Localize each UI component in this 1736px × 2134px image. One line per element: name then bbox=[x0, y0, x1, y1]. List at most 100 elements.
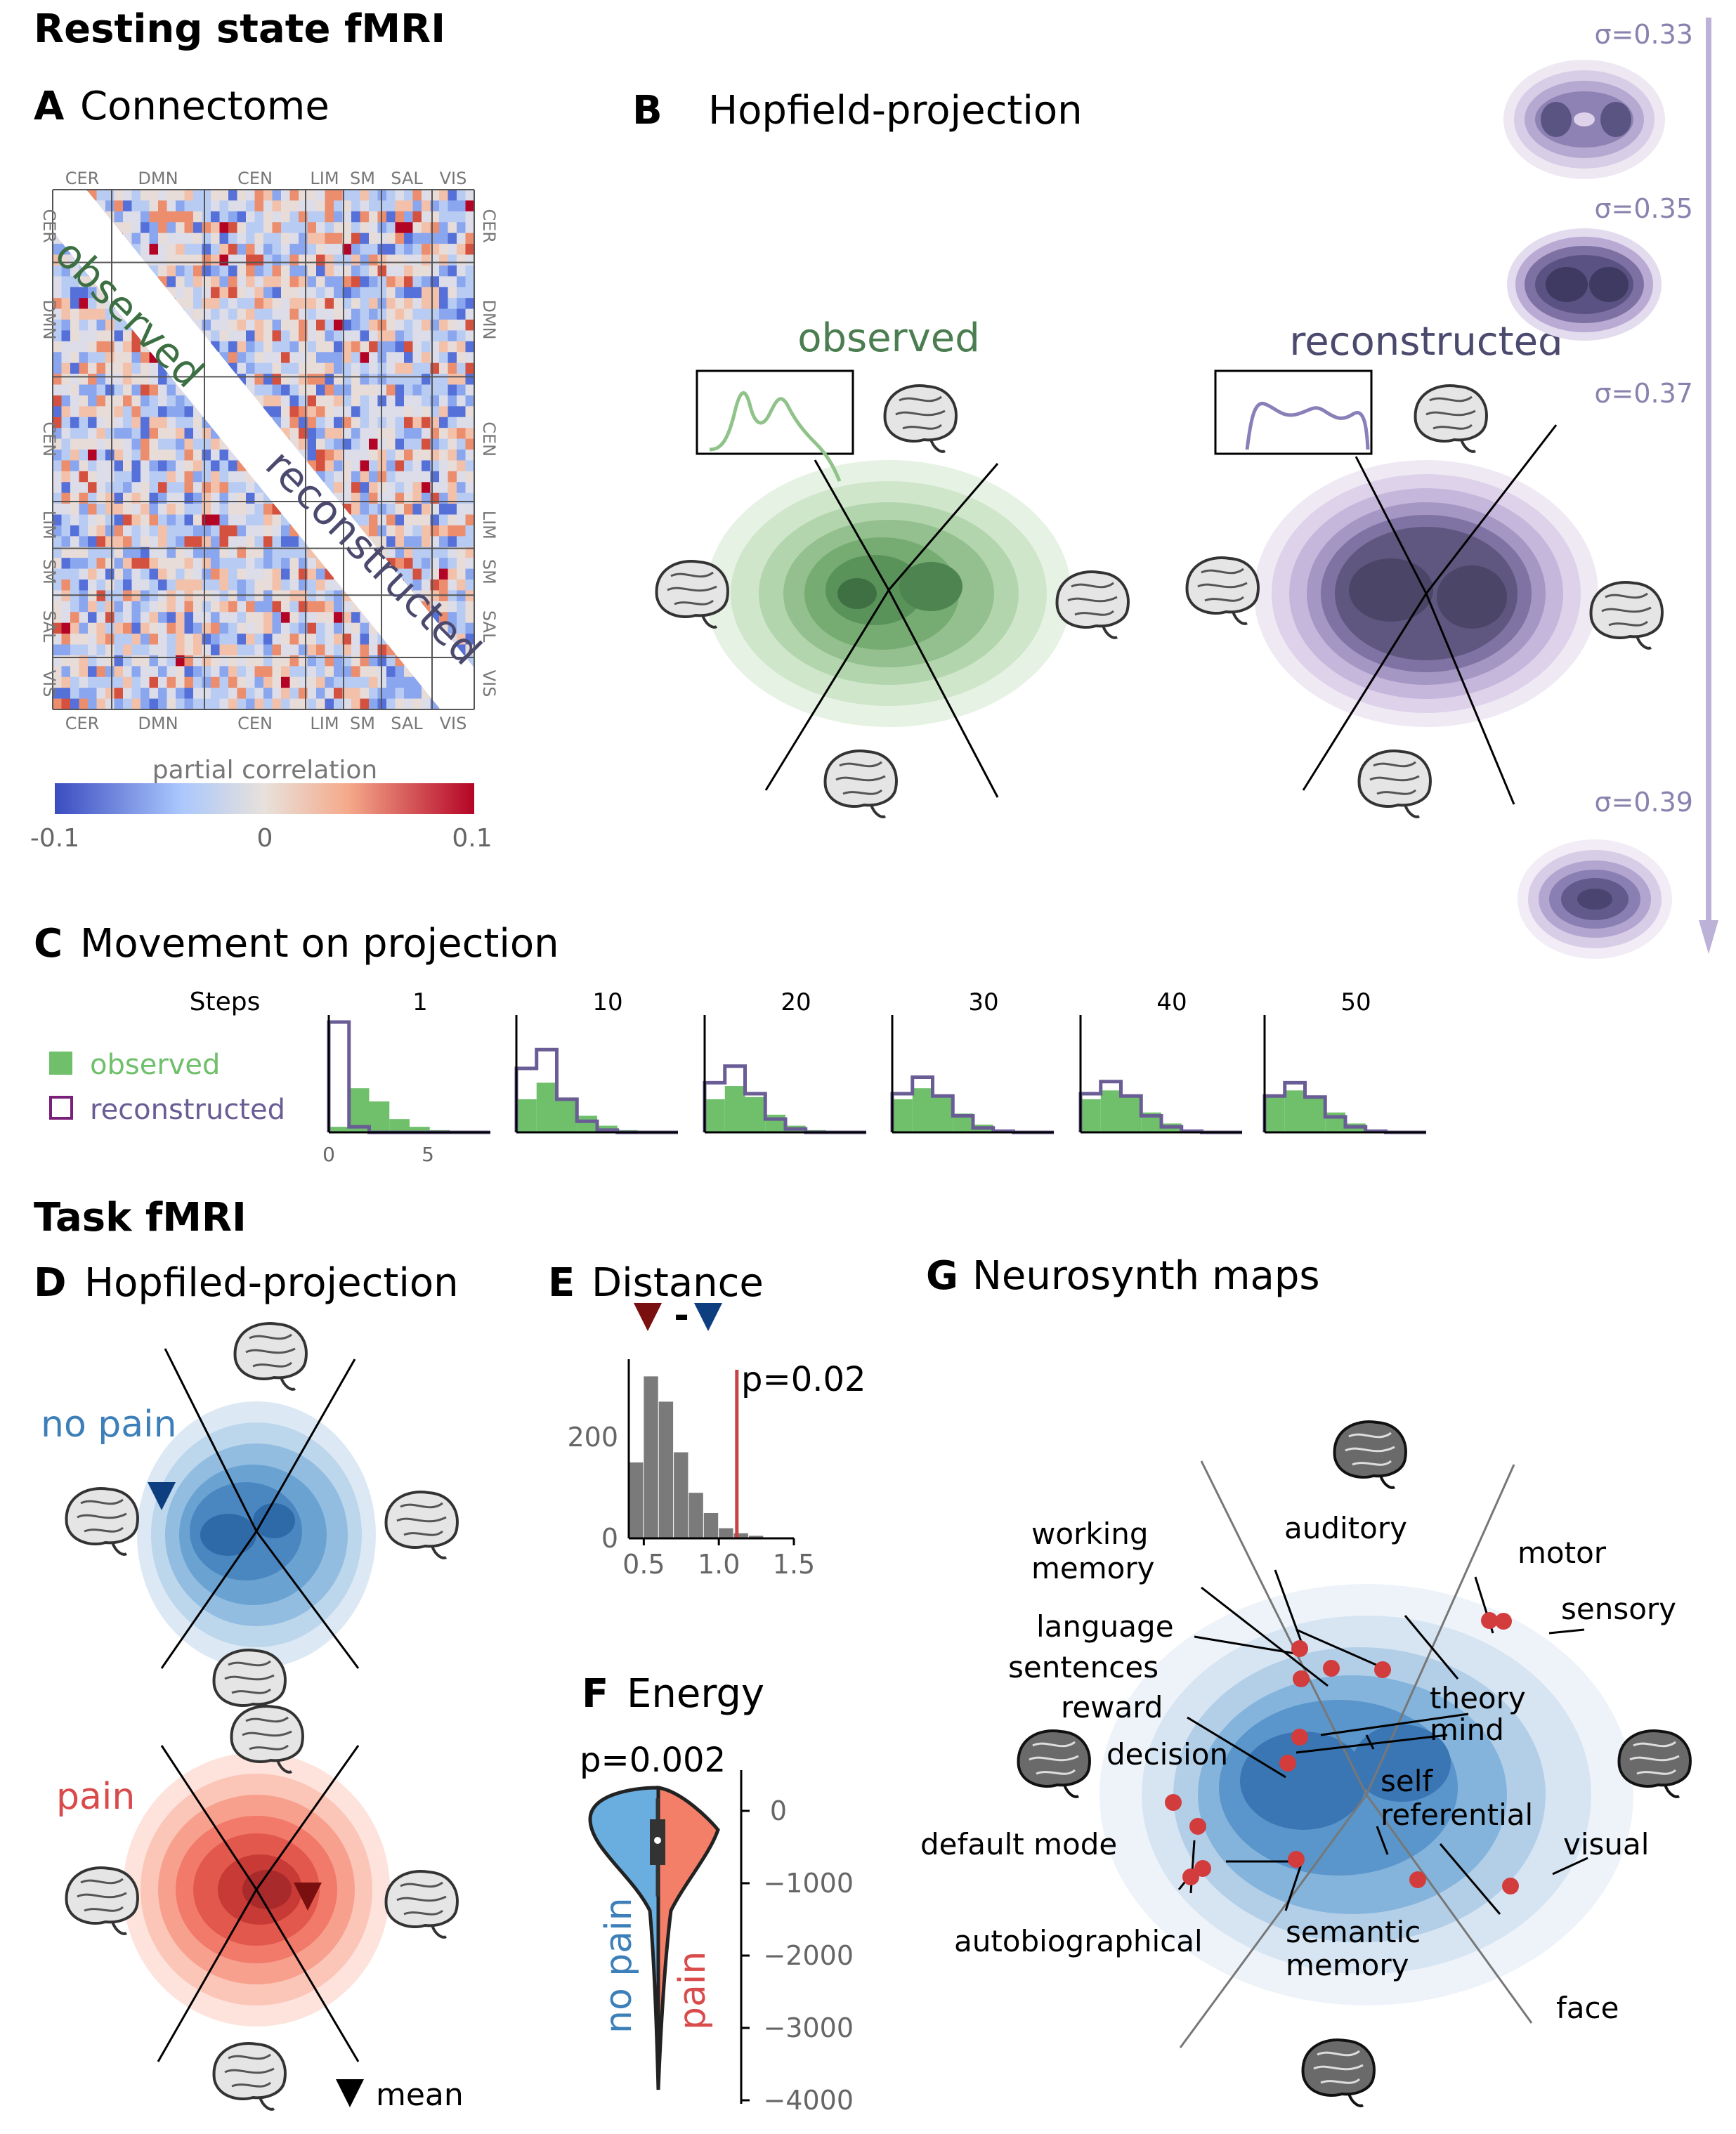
matrix-cell bbox=[193, 612, 202, 623]
matrix-cell bbox=[457, 525, 466, 537]
matrix-cell bbox=[395, 362, 405, 374]
matrix-cell bbox=[289, 590, 299, 602]
matrix-cell bbox=[167, 504, 176, 515]
matrix-cell bbox=[254, 190, 264, 201]
matrix-cell bbox=[228, 580, 237, 591]
matrix-cell bbox=[272, 330, 282, 342]
matrix-cell bbox=[457, 471, 466, 483]
matrix-cell bbox=[131, 698, 141, 710]
reconstructed-brain-icon-top bbox=[1414, 384, 1488, 453]
section-title-task: Task fMRI bbox=[34, 1195, 247, 1241]
matrix-cell bbox=[53, 287, 62, 299]
matrix-cell bbox=[158, 504, 167, 515]
matrix-cell bbox=[334, 320, 343, 331]
matrix-cell bbox=[96, 482, 106, 493]
matrix-cell bbox=[307, 287, 317, 299]
matrix-cell bbox=[53, 590, 62, 602]
matrix-cell bbox=[412, 546, 422, 558]
matrix-cell bbox=[184, 482, 194, 493]
matrix-cell bbox=[184, 244, 194, 255]
matrix-cell bbox=[79, 352, 89, 363]
matrix-cell bbox=[448, 601, 457, 613]
matrix-cell bbox=[53, 298, 62, 309]
matrix-cell bbox=[334, 601, 343, 613]
matrix-cell bbox=[79, 492, 89, 504]
matrix-cell bbox=[325, 450, 334, 461]
matrix-cell bbox=[237, 244, 247, 255]
matrix-cell bbox=[79, 622, 89, 634]
matrix-cell bbox=[422, 471, 431, 483]
matrix-cell bbox=[141, 580, 150, 591]
matrix-cell bbox=[176, 450, 185, 461]
matrix-cell bbox=[61, 504, 71, 515]
matrix-cell bbox=[457, 254, 466, 266]
matrix-cell bbox=[70, 352, 79, 363]
matrix-top-label: SAL bbox=[391, 169, 423, 188]
matrix-cell bbox=[439, 406, 448, 418]
matrix-cell bbox=[211, 698, 220, 710]
matrix-cell bbox=[360, 471, 370, 483]
matrix-cell bbox=[96, 450, 106, 461]
point-theory-mind bbox=[1291, 1729, 1308, 1746]
matrix-cell bbox=[360, 634, 370, 645]
matrix-cell bbox=[141, 471, 150, 483]
matrix-cell bbox=[149, 438, 159, 450]
matrix-cell bbox=[61, 525, 71, 537]
matrix-cell bbox=[439, 590, 448, 602]
matrix-cell bbox=[465, 622, 475, 634]
matrix-cell bbox=[246, 308, 255, 320]
matrix-cell bbox=[465, 580, 475, 591]
matrix-cell bbox=[395, 298, 405, 309]
matrix-cell bbox=[131, 450, 141, 461]
matrix-cell bbox=[105, 504, 115, 515]
matrix-cell bbox=[412, 330, 422, 342]
colorbar-label: partial correlation bbox=[152, 756, 378, 785]
matrix-cell bbox=[448, 352, 457, 363]
matrix-cell bbox=[211, 590, 220, 602]
matrix-cell bbox=[70, 525, 79, 537]
matrix-cell bbox=[184, 612, 194, 623]
observed-inset-box bbox=[696, 369, 854, 455]
matrix-cell bbox=[105, 634, 115, 645]
matrix-cell bbox=[404, 568, 413, 580]
matrix-cell bbox=[96, 634, 106, 645]
matrix-cell bbox=[96, 666, 106, 678]
matrix-cell bbox=[465, 298, 475, 309]
matrix-cell bbox=[167, 482, 176, 493]
matrix-cell bbox=[141, 200, 150, 212]
matrix-cell bbox=[465, 590, 475, 602]
matrix-cell bbox=[325, 287, 334, 299]
matrix-cell bbox=[386, 330, 396, 342]
matrix-cell bbox=[281, 222, 290, 233]
matrix-cell bbox=[263, 558, 273, 569]
matrix-cell bbox=[254, 698, 264, 710]
matrix-cell bbox=[96, 612, 106, 623]
matrix-cell bbox=[158, 450, 167, 461]
reconstructed-brain-icon-left bbox=[1185, 556, 1260, 625]
matrix-cell bbox=[395, 190, 405, 201]
matrix-cell bbox=[114, 666, 124, 678]
matrix-cell bbox=[422, 276, 431, 288]
matrix-cell bbox=[422, 395, 431, 407]
matrix-cell bbox=[228, 471, 237, 483]
matrix-cell bbox=[131, 492, 141, 504]
matrix-cell bbox=[141, 546, 150, 558]
matrix-cell bbox=[289, 580, 299, 591]
matrix-cell bbox=[237, 341, 247, 353]
matrix-cell bbox=[176, 504, 185, 515]
matrix-cell bbox=[211, 536, 220, 548]
matrix-cell bbox=[219, 320, 229, 331]
matrix-cell bbox=[167, 558, 176, 569]
matrix-cell bbox=[184, 211, 194, 223]
matrix-cell bbox=[412, 200, 422, 212]
label-auditory: auditory bbox=[1284, 1511, 1407, 1545]
matrix-cell bbox=[184, 471, 194, 483]
matrix-cell bbox=[105, 460, 115, 472]
matrix-cell bbox=[237, 504, 247, 515]
matrix-cell bbox=[79, 601, 89, 613]
matrix-cell bbox=[246, 341, 255, 353]
matrix-cell bbox=[211, 308, 220, 320]
matrix-cell bbox=[79, 460, 89, 472]
matrix-cell bbox=[369, 417, 378, 428]
